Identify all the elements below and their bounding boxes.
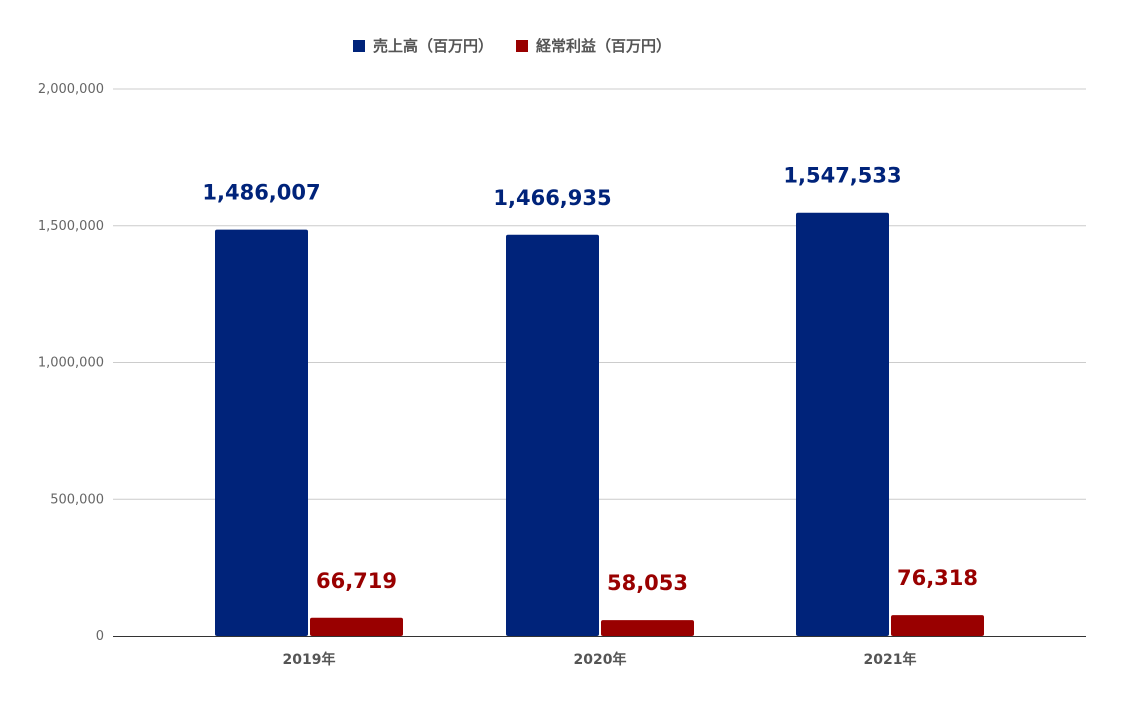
- data-label: 1,486,007: [202, 181, 320, 205]
- legend-swatch-sales: [353, 39, 365, 52]
- legend-label-sales: 売上高（百万円）: [373, 37, 494, 55]
- bar: [215, 229, 308, 636]
- legend-swatch-ordinary-profit: [516, 39, 528, 52]
- x-tick-label: 2021年: [864, 651, 917, 668]
- x-tick-label: 2019年: [283, 651, 336, 668]
- y-tick-label: 500,000: [50, 492, 104, 507]
- bar: [601, 620, 694, 636]
- data-label: 76,318: [897, 566, 978, 590]
- data-label: 1,547,533: [783, 164, 901, 188]
- data-label: 58,053: [607, 571, 688, 595]
- bar: [891, 615, 984, 636]
- legend-label-ordinary-profit: 経常利益（百万円）: [536, 37, 672, 55]
- y-tick-label: 2,000,000: [38, 82, 104, 97]
- bar: [310, 617, 403, 636]
- bar: [506, 234, 599, 636]
- x-tick-label: 2020年: [574, 651, 627, 668]
- bar: [796, 212, 889, 636]
- data-label: 66,719: [316, 569, 397, 593]
- y-tick-label: 1,500,000: [38, 219, 104, 234]
- y-tick-label: 0: [96, 629, 104, 644]
- legend-item-sales: 売上高（百万円）: [353, 35, 493, 56]
- y-tick-label: 1,000,000: [38, 356, 104, 371]
- legend-item-ordinary-profit: 経常利益（百万円）: [516, 35, 671, 56]
- data-label: 1,466,935: [493, 186, 611, 210]
- chart-legend: 売上高（百万円） 経常利益（百万円）: [0, 35, 1122, 57]
